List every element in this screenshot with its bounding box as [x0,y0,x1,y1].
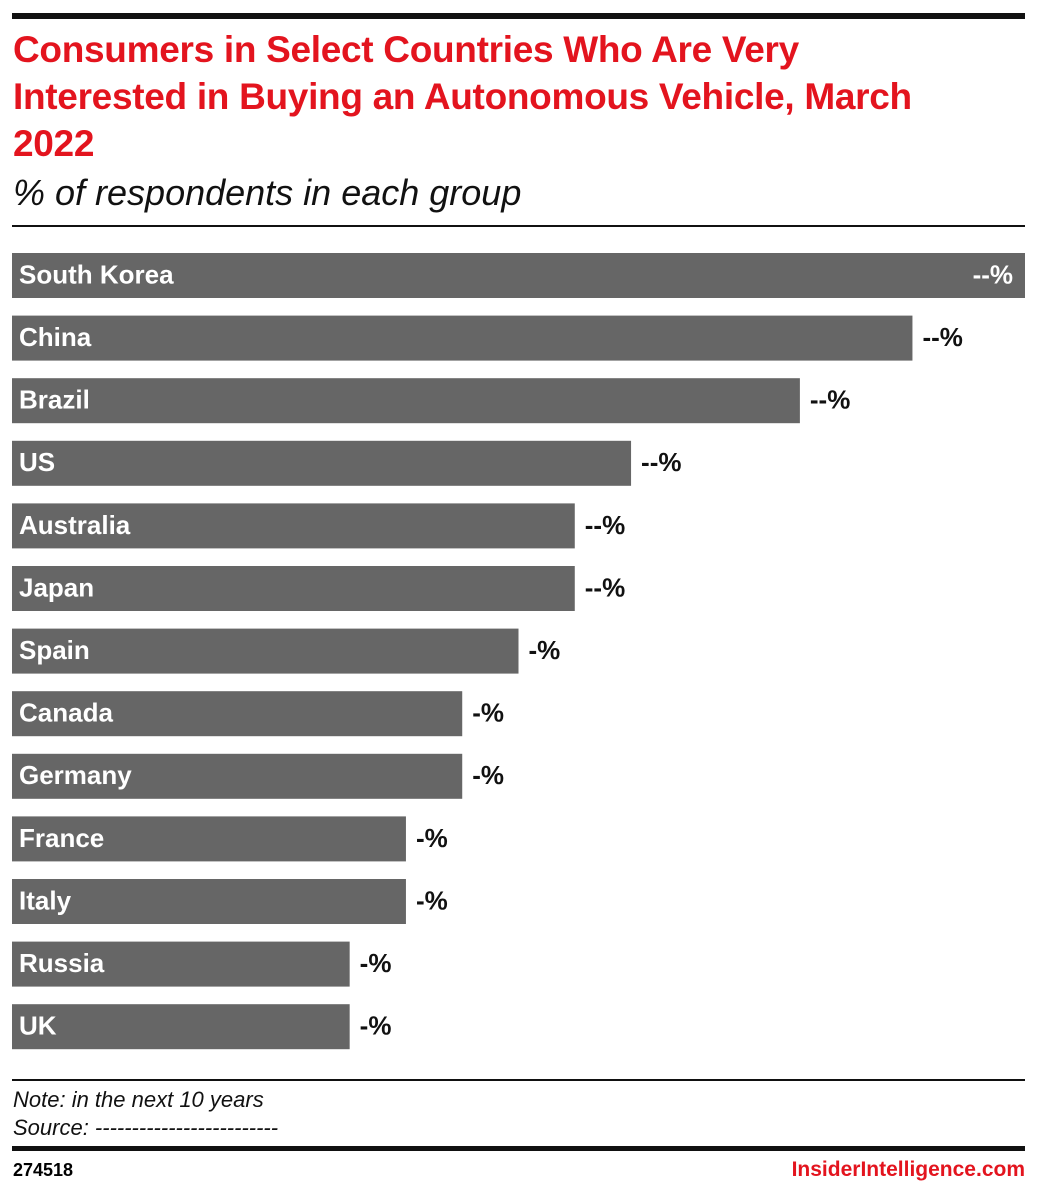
value-label: -% [416,823,448,853]
category-label: Italy [19,885,72,915]
category-label: Russia [19,948,105,978]
bar [12,691,463,737]
category-label: Australia [19,510,131,540]
bar [12,941,350,987]
value-label: --% [922,322,962,352]
bar [12,503,575,549]
value-label: --% [585,510,625,540]
source: Source: ------------------------- [13,1115,279,1140]
value-label: -% [529,635,561,665]
chart-title: Consumers in Select Countries Who Are Ve… [13,29,912,164]
category-label: Spain [19,635,90,665]
value-label: -% [416,885,448,915]
chart-subtitle: % of respondents in each group [13,172,522,213]
bar [12,566,575,611]
chart-id: 274518 [13,1160,74,1180]
bar [12,816,406,862]
bar [12,440,632,486]
category-label: China [19,322,92,352]
bar [12,1004,350,1050]
top-rule [12,13,1025,19]
rule [12,225,1025,227]
category-label: Germany [19,760,132,790]
value-label: -% [472,698,504,728]
value-label: --% [973,259,1013,289]
bar [12,378,800,424]
bottom-rule [12,1146,1025,1151]
bar [12,628,519,674]
brand: InsiderIntelligence.com [791,1158,1025,1181]
bar [12,253,1025,298]
category-label: Japan [19,572,94,602]
rule [12,1079,1025,1081]
bar [12,753,463,799]
value-label: -% [360,948,392,978]
bar [12,879,406,924]
category-label: France [19,823,104,853]
value-label: --% [810,385,850,415]
value-label: -% [472,760,504,790]
category-label: Brazil [19,385,90,415]
category-label: UK [19,1011,57,1041]
category-label: Canada [19,698,113,728]
value-label: --% [585,572,625,602]
category-label: South Korea [19,259,174,289]
bar [12,315,913,361]
note: Note: in the next 10 years [13,1087,264,1112]
value-label: --% [641,447,681,477]
category-label: US [19,447,55,477]
chart: South Korea --% China --% Brazil --% US --% Aust… [12,253,1025,1050]
value-label: -% [360,1011,392,1041]
